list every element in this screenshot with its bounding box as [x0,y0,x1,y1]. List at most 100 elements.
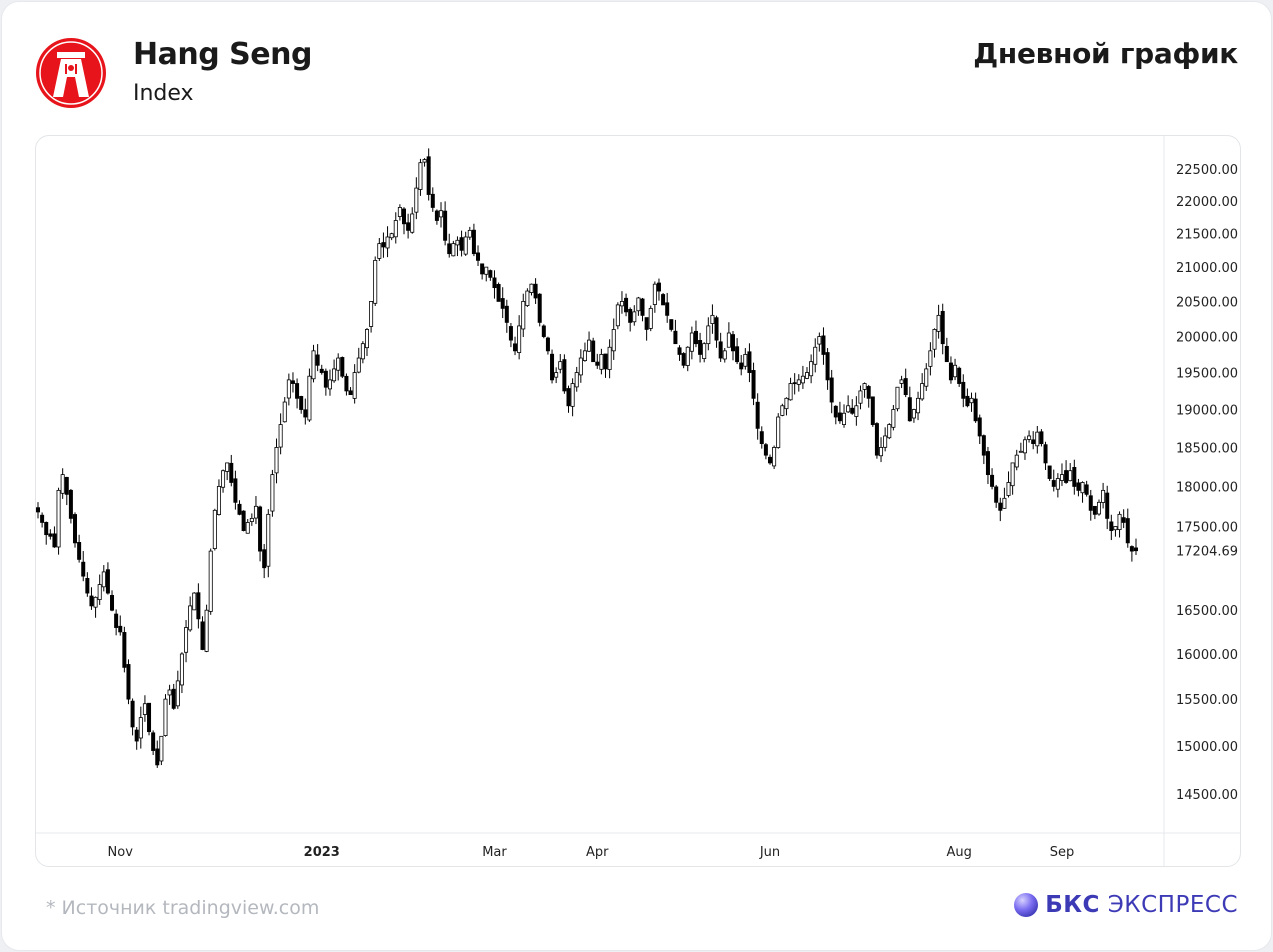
candle-body [693,330,698,345]
candle-body [1096,501,1101,515]
candle-body [188,605,193,631]
candle-body [953,364,958,378]
last-price-label: 17204.69 [1176,545,1238,560]
candle-body [636,297,641,312]
candle-body [467,229,472,238]
brand-logo[interactable]: БКС ЭКСПРЕСС [1013,892,1238,918]
candle-body [973,398,978,422]
chart-container[interactable]: 14500.00 15000.00 15500.00 16000.00 16500.00… [35,135,1241,867]
candle-body [159,735,164,762]
candle-body [196,592,201,620]
period-label: Дневной график [973,37,1238,70]
candle-body [533,283,538,299]
candle-body [948,362,953,381]
candle-body [842,412,847,425]
candle-body [821,335,826,355]
candle-body [599,354,604,370]
candle-body [179,653,184,686]
y-tick-label: 16500.00 [1176,604,1238,619]
candle-body [237,503,242,515]
candle-body [833,405,838,418]
brand-name: БКС ЭКСПРЕСС [1045,892,1238,918]
candle-body [303,409,308,418]
candle-body [887,424,892,439]
candle-body [447,243,452,255]
candle-body [702,343,707,359]
candle-body [895,386,900,410]
candle-body [656,282,661,292]
candle-body [369,301,374,327]
candle-body [689,332,694,352]
candle-body [364,329,369,349]
candle-body [68,489,73,519]
candle-body [1109,521,1114,531]
candle-body [940,310,945,345]
candle-body [698,340,703,355]
candle-body [385,236,390,249]
candle-body [566,388,571,407]
candle-body [142,703,147,715]
candle-body [916,397,921,414]
candle-body [587,339,592,352]
candle-body [443,210,448,241]
candle-body [340,357,345,377]
candle-body [837,412,842,422]
candle-body [327,379,332,390]
candle-body [1043,444,1048,464]
candle-body [192,592,197,611]
candle-body [562,359,567,392]
candle-body [233,478,238,503]
y-tick-label: 22500.00 [1176,163,1238,178]
candle-body [434,210,439,221]
candle-body [455,239,460,246]
candle-body [208,550,213,612]
candle-body [155,748,160,766]
candle-body [406,222,411,231]
candle-body [44,521,49,536]
candle-body [151,732,156,751]
candle-body [998,502,1003,511]
candle-body [969,397,974,404]
candle-body [1080,482,1085,494]
candle-body [1055,478,1060,490]
candle-body [751,370,756,399]
candlestick-chart[interactable]: 14500.00 15000.00 15500.00 16000.00 16500.00… [36,136,1240,866]
candle-body [85,578,90,594]
candle-body [813,346,818,365]
candle-body [513,343,518,352]
candle-body [122,632,127,668]
candle-body [299,396,304,410]
x-tick-label: Mar [482,845,507,860]
y-tick-label: 18000.00 [1176,480,1238,495]
candle-body [541,325,546,337]
instrument-name: Hang Seng [133,37,312,72]
candle-body [652,283,657,305]
candle-body [1047,465,1052,479]
candle-body [1006,482,1011,496]
candle-body [891,409,896,428]
candle-body [77,542,82,560]
candle-body [1101,489,1106,503]
candle-body [809,361,814,377]
candle-body [628,308,633,323]
candle-body [730,334,735,352]
candle-body [981,435,986,456]
candle-body [903,378,908,396]
candle-body [772,447,777,467]
candle-body [393,220,398,238]
candle-body [81,561,86,577]
candle-body [496,284,501,302]
candle-body [1035,431,1040,447]
candle-body [517,325,522,353]
candle-body [360,343,365,360]
y-tick-label: 19000.00 [1176,404,1238,419]
candle-body [373,259,378,304]
candle-body [229,462,234,483]
candle-body [957,367,962,384]
candle-body [788,383,793,401]
candle-body [1125,518,1130,544]
x-tick-label: Nov [108,845,134,860]
candle-body [459,237,464,251]
candle-body [93,596,98,608]
candle-body [673,330,678,345]
